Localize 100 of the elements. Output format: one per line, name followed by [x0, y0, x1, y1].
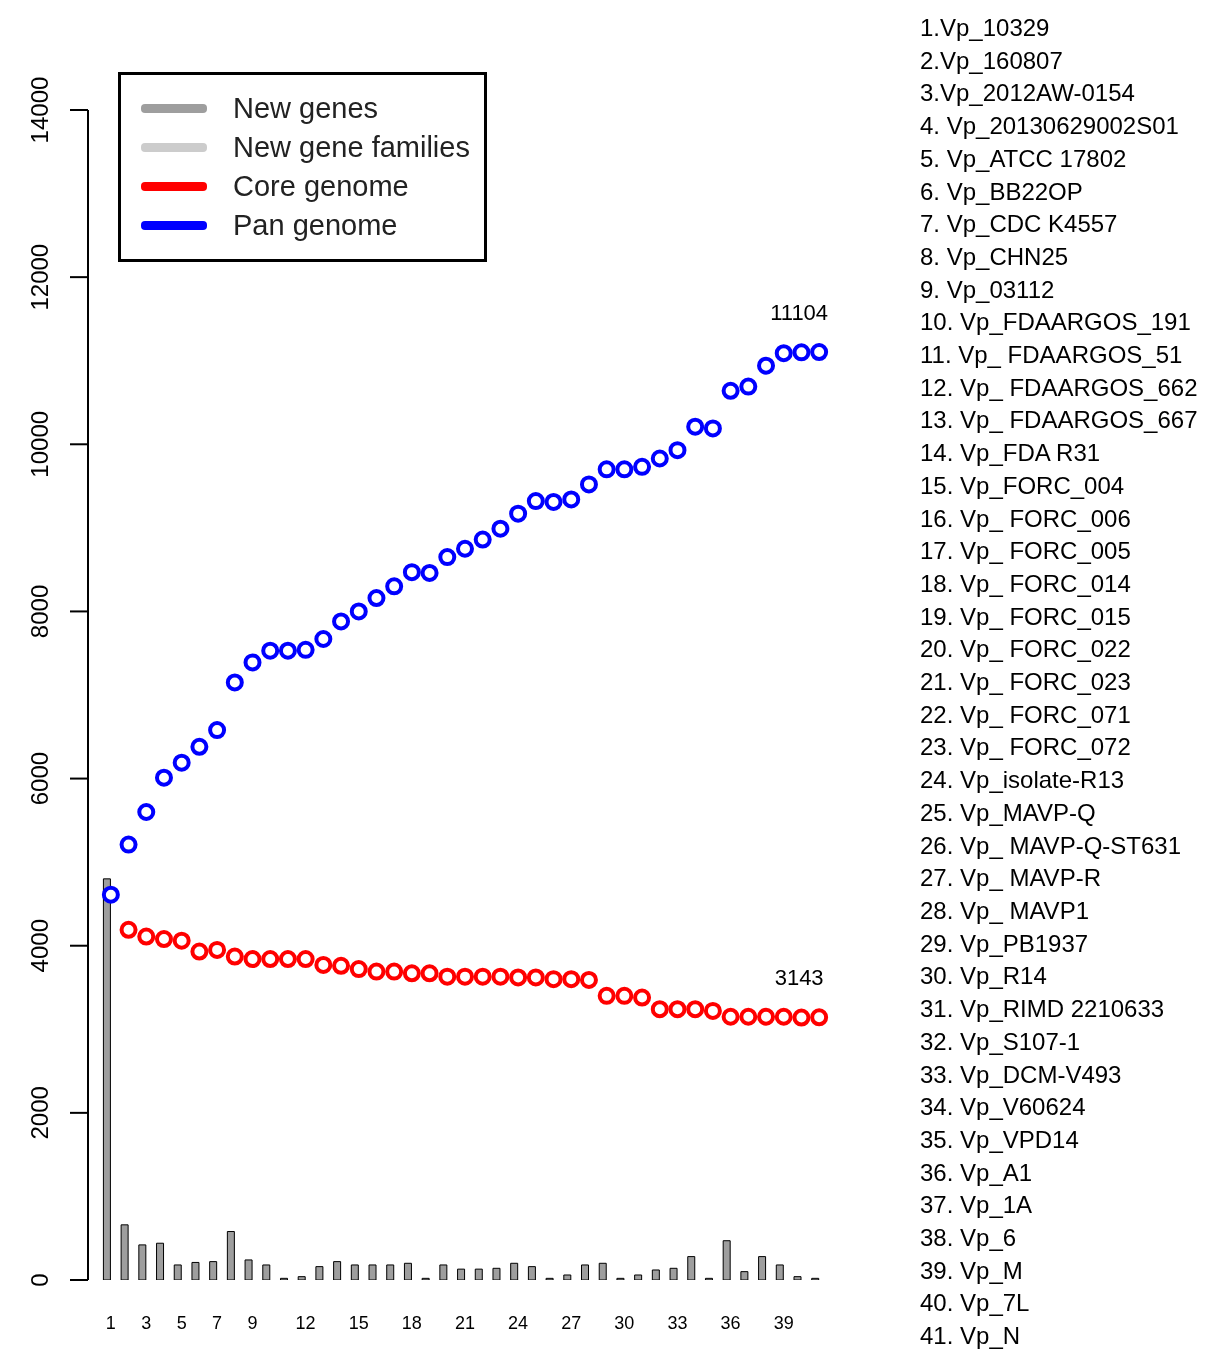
x-tick-label: 12 — [295, 1312, 316, 1333]
legend-label: Core genome — [233, 170, 409, 203]
point — [668, 441, 687, 460]
point — [757, 1007, 776, 1026]
y-tick-label: 14000 — [26, 76, 53, 144]
point — [562, 490, 581, 509]
bar — [758, 1256, 767, 1280]
bar — [439, 1264, 448, 1280]
point — [119, 920, 138, 939]
point — [438, 548, 457, 567]
bar — [598, 1262, 607, 1280]
x-tick-label: 5 — [176, 1312, 187, 1333]
y-tick-label: 0 — [26, 1273, 53, 1287]
point — [792, 1008, 811, 1027]
y-tick-label: 12000 — [26, 243, 53, 311]
text: 9. Vp_03112 — [920, 274, 1056, 305]
point — [757, 356, 776, 375]
point — [526, 492, 545, 511]
legend-label: New genes — [233, 92, 379, 125]
point — [314, 630, 333, 649]
point — [509, 968, 528, 987]
bar — [722, 1240, 731, 1280]
x-tick-label: 7 — [212, 1312, 223, 1333]
point — [597, 986, 616, 1005]
bar — [209, 1261, 218, 1280]
text: 23. Vp_ FORC_072 — [920, 732, 1132, 763]
point — [633, 988, 652, 1007]
point — [208, 721, 227, 740]
text: 22. Vp_ FORC_071 — [920, 699, 1132, 730]
x-tick-label: 39 — [773, 1312, 794, 1333]
x-tick-label: 18 — [401, 1312, 422, 1333]
point — [208, 940, 227, 959]
point — [278, 950, 297, 969]
point — [278, 641, 297, 660]
text: 30. Vp_R14 — [920, 961, 1048, 992]
x-tick-label: 1 — [105, 1312, 116, 1333]
point — [686, 417, 705, 436]
text: 27. Vp_ MAVP-R — [920, 863, 1102, 894]
point — [225, 673, 244, 692]
point — [101, 885, 120, 904]
x-tick-label: 9 — [247, 1312, 258, 1333]
x-tick-label: 33 — [667, 1312, 688, 1333]
bar — [492, 1267, 501, 1280]
point — [810, 343, 829, 362]
text: 36. Vp_A1 — [920, 1157, 1034, 1188]
point — [243, 950, 262, 969]
x-tick-label: 15 — [348, 1312, 369, 1333]
text: 39. Vp_M — [920, 1255, 1024, 1286]
text: 41. Vp_N — [920, 1321, 1022, 1352]
point — [650, 449, 669, 468]
point — [420, 563, 439, 582]
y-tick-label: 4000 — [26, 919, 53, 973]
point — [296, 640, 315, 659]
legend-label: New gene families — [233, 131, 470, 164]
bar — [775, 1264, 784, 1280]
text: 37. Vp_1A — [920, 1190, 1034, 1221]
bar — [386, 1264, 395, 1280]
bar — [651, 1269, 660, 1280]
text: 6. Vp_BB22OP — [920, 176, 1084, 207]
text: 26. Vp_ MAVP-Q-ST631 — [920, 830, 1182, 861]
bar — [474, 1268, 483, 1280]
point — [633, 457, 652, 476]
x-tick-label: 30 — [614, 1312, 635, 1333]
point — [774, 344, 793, 363]
text: 29. Vp_PB1937 — [920, 928, 1090, 959]
bar — [687, 1256, 696, 1280]
x-tick-label: 27 — [561, 1312, 582, 1333]
point — [792, 343, 811, 362]
point — [579, 475, 598, 494]
bar — [156, 1242, 165, 1280]
point — [668, 1000, 687, 1019]
text: 12. Vp_ FDAARGOS_662 — [920, 372, 1198, 403]
text: 15. Vp_FORC_004 — [920, 470, 1126, 501]
text: 38. Vp_6 — [920, 1223, 1018, 1253]
point — [402, 563, 421, 582]
annotation: 11104 — [770, 300, 829, 326]
text: 5. Vp_ATCC 17802 — [920, 143, 1128, 174]
bar — [457, 1268, 466, 1280]
point — [154, 768, 173, 787]
point — [190, 737, 209, 756]
x-tick-label: 3 — [141, 1312, 152, 1333]
bar — [226, 1231, 235, 1280]
point — [703, 1001, 722, 1020]
point — [491, 519, 510, 538]
text: 17. Vp_ FORC_005 — [920, 536, 1132, 567]
point — [650, 1000, 669, 1019]
text: 20. Vp_ FORC_022 — [920, 634, 1132, 665]
x-tick-label: 21 — [454, 1312, 476, 1333]
bar — [315, 1266, 324, 1280]
bar — [368, 1264, 377, 1280]
point — [491, 967, 510, 986]
text: 28. Vp_ MAVP1 — [920, 896, 1090, 926]
x-tick-label: 24 — [508, 1312, 529, 1333]
bar — [634, 1274, 643, 1280]
point — [456, 967, 474, 986]
point — [526, 968, 545, 987]
point — [686, 1000, 705, 1019]
point — [172, 931, 191, 950]
point — [402, 964, 421, 983]
bar — [262, 1264, 271, 1280]
